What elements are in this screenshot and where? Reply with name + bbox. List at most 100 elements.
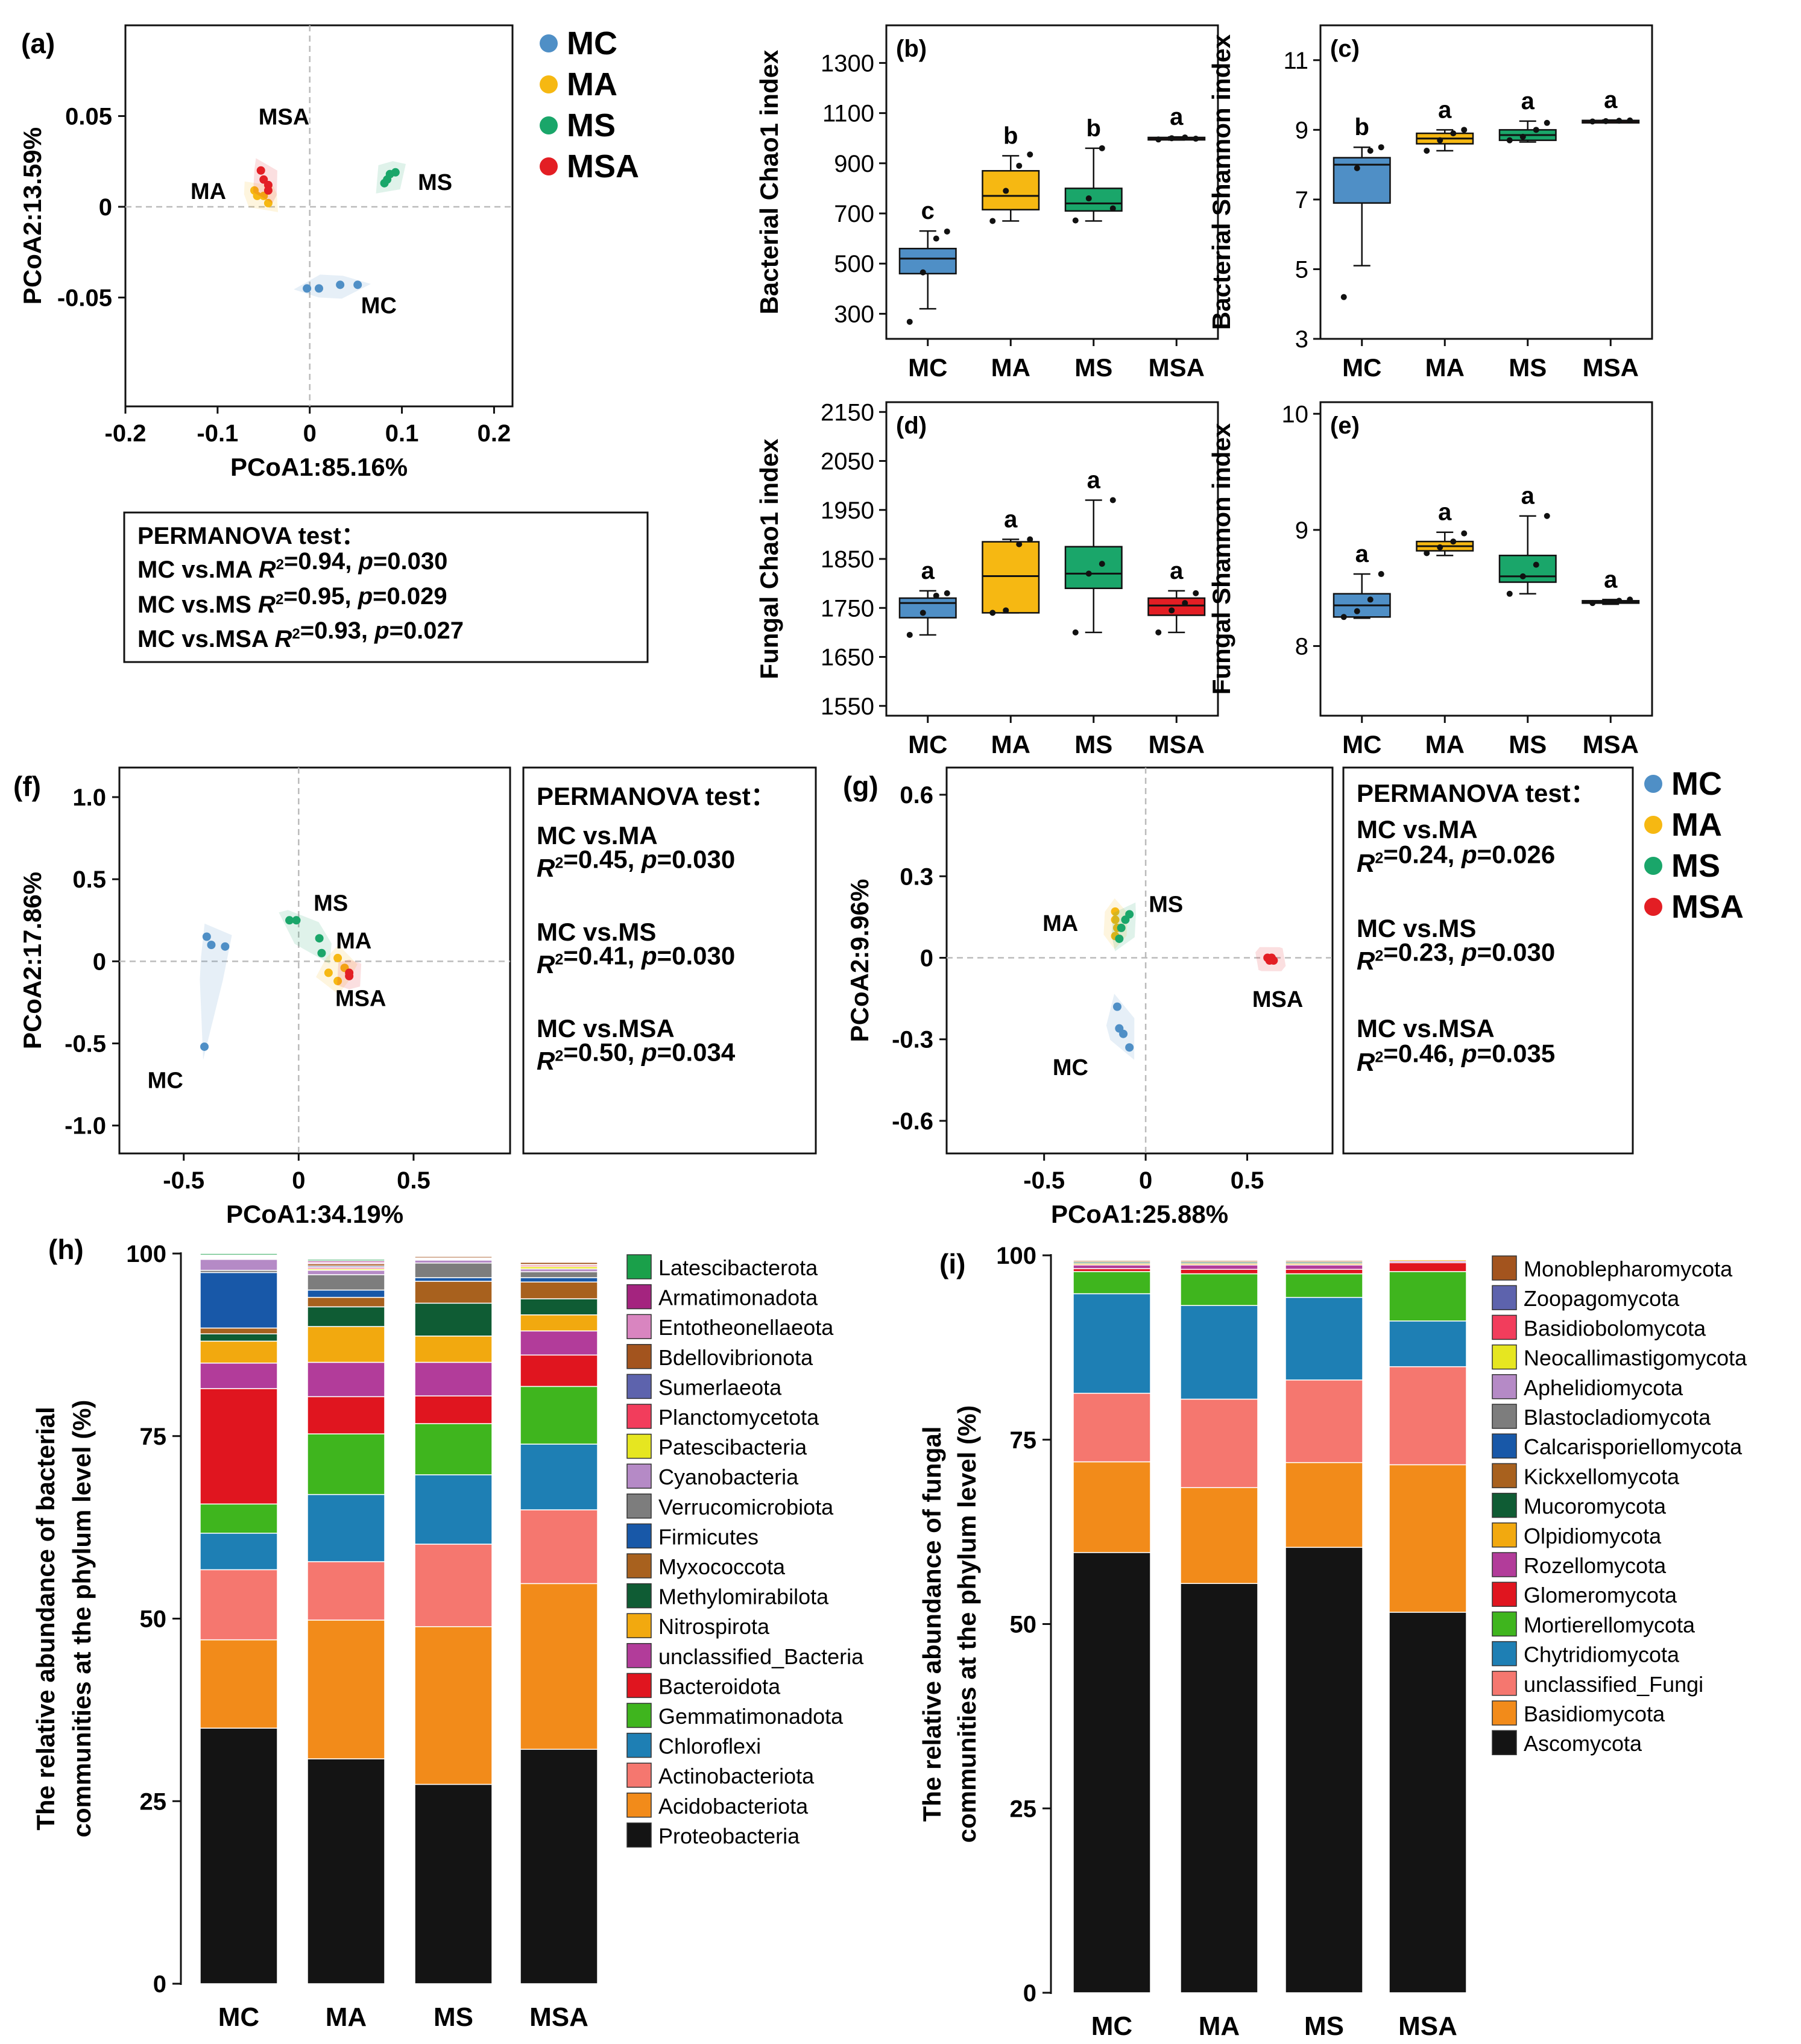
bar-segment-Chytridiomycota <box>1285 1296 1363 1381</box>
bar-segment-unclassified_Fungi <box>1389 1366 1467 1466</box>
legend-swatch-unclassified_Fungi <box>1492 1671 1517 1696</box>
group-label-MS: MS <box>418 170 452 195</box>
sample-point <box>1533 127 1539 133</box>
bar-segment-Glomeromycota <box>1285 1269 1363 1275</box>
sample-point <box>1027 536 1033 543</box>
sample-point <box>944 228 950 235</box>
y-axis-label: PCoA2:13.59% <box>18 127 46 304</box>
sample-point <box>1437 137 1443 144</box>
bar-segment-Chloroflexi <box>414 1474 493 1545</box>
legend-swatch-Armatimonadota <box>626 1284 652 1310</box>
legend-swatch-Gemmatimonadota <box>626 1703 652 1728</box>
sample-point <box>1589 600 1596 607</box>
legend-label-MA: MA <box>1671 807 1722 843</box>
sample-point <box>1155 629 1162 636</box>
y-tick-label: 0 <box>920 945 933 971</box>
panel-letter: (b) <box>896 36 927 62</box>
legend-label-unclassified_Fungi: unclassified_Fungi <box>1524 1672 1703 1697</box>
point-MA <box>1111 915 1120 924</box>
legend-label-unclassified_Bacteria: unclassified_Bacteria <box>658 1644 864 1669</box>
bar-segment-Monoblepharomycota <box>1285 1255 1363 1257</box>
legend-swatch-Chytridiomycota <box>1492 1641 1517 1667</box>
group-label-MSA: MSA <box>335 986 386 1011</box>
y-tick-label: 1300 <box>821 50 874 77</box>
x-tick-label: 0.5 <box>397 1167 431 1194</box>
bar-segment-Cyanobacteria <box>307 1270 385 1275</box>
legend-swatch-Zoopagomycota <box>1492 1285 1517 1310</box>
sample-point <box>1616 118 1623 124</box>
point-MSA <box>1269 956 1278 965</box>
x-tick-label: 0.1 <box>385 420 419 447</box>
point-MS <box>315 934 324 943</box>
bar-segment-Rozellomycota <box>1073 1264 1151 1269</box>
sample-point <box>1193 590 1199 596</box>
sample-point <box>1616 598 1623 604</box>
x-tick-label: MC <box>1342 353 1381 382</box>
legend-marker-MC <box>540 34 558 52</box>
bar-segment-Basidiomycota <box>1389 1464 1467 1613</box>
y-tick-label: 0.05 <box>65 103 112 130</box>
legend-marker-MSA <box>1644 898 1662 916</box>
legend-swatch-Blastocladiomycota <box>1492 1404 1517 1429</box>
sample-point <box>1109 497 1116 503</box>
sample-point <box>1437 544 1443 550</box>
bar-segment-Ascomycota <box>1285 1547 1363 1993</box>
legend-label-Glomeromycota: Glomeromycota <box>1524 1583 1677 1607</box>
bar-segment-Methylomirabilota <box>307 1306 385 1327</box>
legend-swatch-Firmicutes <box>626 1523 652 1549</box>
bar-segment-Basidiomycota <box>1073 1461 1151 1553</box>
stacked-panel-i: 0 25 50 75 100 The relative abundance of fung… <box>918 1243 1747 2041</box>
group-label-MS: MS <box>314 891 348 916</box>
legend-swatch-Verrucomicrobiota <box>626 1494 652 1519</box>
x-tick-label: MC <box>908 730 947 759</box>
legend-label-Chloroflexi: Chloroflexi <box>658 1734 761 1759</box>
legend-label-Bacteroidota: Bacteroidota <box>658 1674 781 1699</box>
bar-segment-Firmicutes <box>307 1289 385 1298</box>
box-MS <box>1498 554 1557 583</box>
bar-segment-Latescibacterota <box>307 1258 385 1261</box>
legend-swatch-Actinobacteriota <box>626 1762 652 1788</box>
bar-segment-Actinobacteriota <box>307 1561 385 1621</box>
y-tick-label: 25 <box>1010 1796 1037 1822</box>
bar-segment-Myxococcota <box>520 1281 598 1299</box>
sample-point <box>989 218 996 224</box>
permanova-line: MC vs.MS R2=0.95, p=0.029 <box>137 583 447 618</box>
sample-point <box>1169 135 1175 142</box>
legend-swatch-Acidobacteriota <box>626 1793 652 1818</box>
bar-segment-Gemmatimonadota <box>200 1503 278 1534</box>
legend-label-Mortierellomycota: Mortierellomycota <box>1524 1612 1695 1637</box>
bar-segment-Myxococcota <box>200 1327 278 1334</box>
x-tick-label: 0 <box>292 1167 305 1194</box>
point-MC <box>1119 1029 1128 1038</box>
bar-segment-Ascomycota <box>1073 1552 1151 1993</box>
sample-point <box>1169 607 1175 614</box>
legend-label-Mucoromycota: Mucoromycota <box>1524 1494 1667 1519</box>
sample-point <box>919 269 926 276</box>
bar-segment-Chytridiomycota <box>1180 1305 1258 1400</box>
panel-letter: (g) <box>843 771 878 802</box>
y-tick-label: 1550 <box>821 693 874 720</box>
legend-swatch-Chloroflexi <box>626 1732 652 1758</box>
sample-point <box>1003 188 1009 194</box>
legend-label-Monoblepharomycota: Monoblepharomycota <box>1524 1257 1733 1281</box>
y-tick-label: 0.3 <box>900 863 933 890</box>
y-tick-label: 5 <box>1295 256 1308 283</box>
sample-point <box>933 235 939 242</box>
legend-label-Patescibacteria: Patescibacteria <box>658 1435 807 1460</box>
bar-segment-Acidobacteriota <box>307 1620 385 1759</box>
bar-segment-Acidobacteriota <box>200 1639 278 1729</box>
y-tick-label: 75 <box>140 1424 167 1450</box>
plot-frame <box>885 401 1219 717</box>
x-tick-label: 0.5 <box>1231 1167 1264 1194</box>
legend-swatch-Olpidiomycota <box>1492 1522 1517 1548</box>
bar-segment-Mortierellomycota <box>1285 1273 1363 1298</box>
bar-segment-unclassified_Fungi <box>1180 1398 1258 1488</box>
bar-segment-Chloroflexi <box>307 1494 385 1562</box>
bar-segment-Verrucomicrobiota <box>414 1262 493 1278</box>
sample-point <box>1003 607 1009 614</box>
y-tick-label: -1.0 <box>65 1113 106 1140</box>
bar-segment-Monoblepharomycota <box>1073 1255 1151 1257</box>
point-MA <box>1111 907 1120 916</box>
bar-segment-Glomeromycota <box>1180 1269 1258 1275</box>
